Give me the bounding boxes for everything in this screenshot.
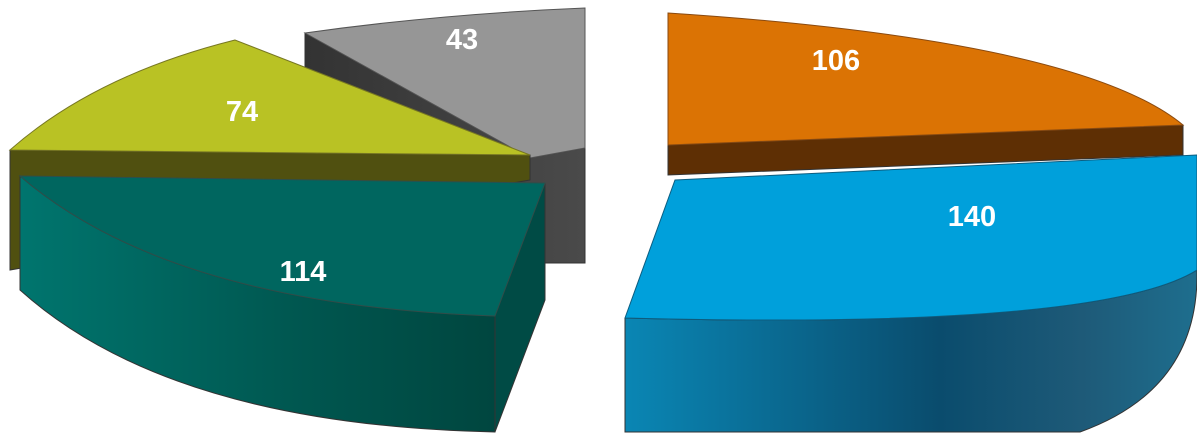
data-label-74: 74 — [226, 96, 258, 128]
slice-140-top — [624, 154, 1197, 321]
slice-74-top — [8, 39, 531, 156]
pie-slice-106 — [667, 12, 1185, 176]
data-label-43: 43 — [446, 24, 478, 56]
slice-106-top — [667, 12, 1185, 146]
pie-slice-114 — [18, 174, 546, 433]
slice-43-top — [303, 7, 586, 159]
slice-114-top — [18, 175, 546, 317]
data-label-106: 106 — [812, 45, 860, 77]
data-label-114: 114 — [280, 256, 327, 288]
pie-slice-140 — [624, 154, 1197, 433]
data-label-140: 140 — [948, 201, 996, 233]
